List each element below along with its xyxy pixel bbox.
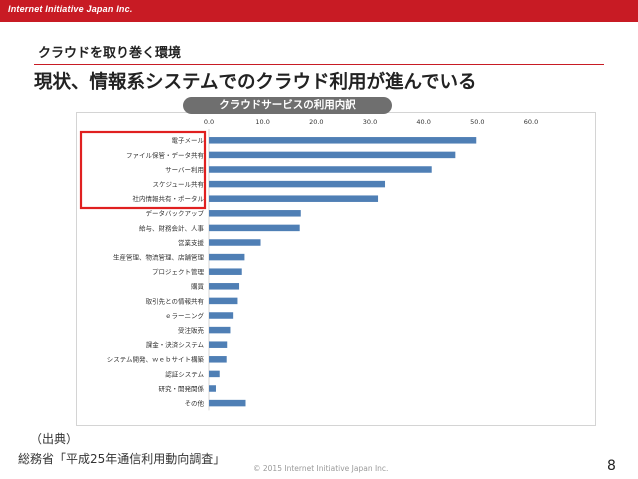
category-label: 給与、財務会計、人事	[139, 223, 205, 232]
source-label: （出典）	[30, 432, 79, 446]
x-tick-label: 30.0	[363, 118, 377, 126]
bar	[209, 385, 216, 392]
bar	[209, 151, 456, 159]
page-number: 8	[607, 458, 616, 474]
category-label: プロジェクト管理	[152, 267, 205, 276]
category-label: 研究・開発関係	[159, 384, 205, 393]
category-label: 電子メール	[172, 137, 205, 145]
x-tick-label: 10.0	[255, 118, 269, 126]
category-label: ｅラーニング	[165, 311, 205, 320]
bar	[209, 137, 477, 144]
category-label: ファイル保管・データ共有	[126, 150, 205, 159]
bar	[209, 356, 227, 363]
bar	[209, 268, 242, 275]
chart-title: クラウドサービスの利用内訳	[183, 97, 392, 114]
bar	[209, 195, 379, 202]
bar	[209, 312, 234, 319]
chart-container: 0.0 10.0 20.0 30.0 40.0 50.0 60.0 電子メールファイル保管・デ…	[76, 112, 596, 426]
category-label: 課金・決済システム	[146, 340, 205, 349]
bar	[209, 283, 240, 290]
x-tick-label: 40.0	[416, 118, 430, 126]
x-tick-label: 0.0	[204, 118, 214, 126]
source-text: 総務省「平成25年通信利用動向調査」	[18, 452, 226, 466]
bar-chart: 0.0 10.0 20.0 30.0 40.0 50.0 60.0 電子メールファイル保管・デ…	[79, 118, 538, 411]
bar	[209, 399, 246, 407]
category-label: その他	[185, 399, 205, 408]
category-label: 購買	[191, 282, 205, 291]
category-label: 社内情報共有・ポータル	[133, 194, 205, 203]
bar	[209, 326, 231, 334]
page-title: 現状、情報系システムでのクラウド利用が進んでいる	[34, 72, 477, 93]
bar	[209, 166, 432, 173]
category-label: スケジュール共有	[152, 180, 204, 189]
copyright-text: © 2015 Internet Initiative Japan Inc.	[253, 464, 389, 473]
bar	[209, 370, 220, 378]
header-bar: Internet Initiative Japan Inc.	[0, 0, 638, 22]
bar	[209, 224, 300, 232]
title-divider	[34, 64, 604, 65]
category-label: データバックアップ	[146, 209, 205, 218]
category-label: 受注販売	[178, 326, 205, 335]
category-label: システム開発、ｗｅｂサイト構築	[107, 355, 205, 364]
company-logo-text: Internet Initiative Japan Inc.	[8, 4, 133, 14]
category-label: 認証システム	[165, 369, 204, 378]
bar	[209, 239, 261, 246]
section-subtitle: クラウドを取り巻く環境	[38, 46, 182, 61]
x-tick-label: 50.0	[470, 118, 484, 126]
category-label: 営業支援	[178, 238, 205, 247]
category-label: 生産管理、物流管理、店舗管理	[113, 253, 205, 262]
bar	[209, 210, 301, 217]
highlight-box	[79, 130, 207, 210]
x-tick-label: 60.0	[524, 118, 538, 126]
category-label: サーバー利用	[165, 165, 204, 174]
bar	[209, 341, 228, 348]
bar	[209, 253, 245, 261]
x-tick-label: 20.0	[309, 118, 323, 126]
category-label: 取引先との情報共有	[146, 296, 205, 305]
bar	[209, 297, 238, 305]
bar	[209, 180, 386, 188]
